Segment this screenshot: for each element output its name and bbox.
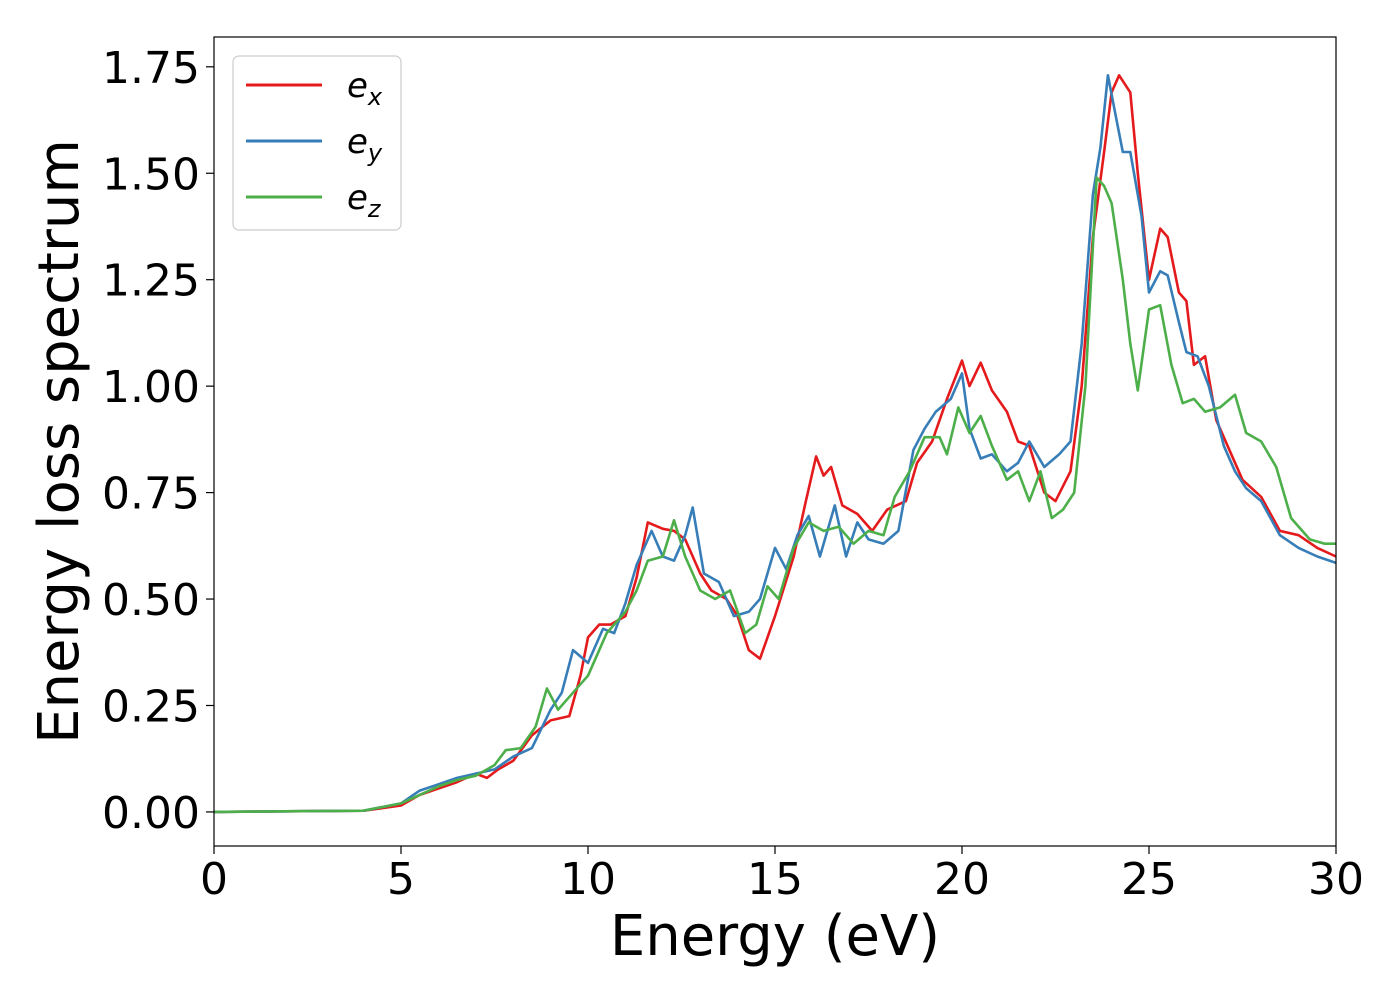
- x-axis-ticks: 0 5 10 15 20 25 30: [200, 846, 1364, 905]
- y-tick-label: 1.25: [102, 256, 200, 307]
- x-tick-label: 0: [200, 854, 228, 905]
- y-tick-label: 1.50: [102, 149, 200, 200]
- series-line-z: [213, 176, 1336, 814]
- legend-box: [232, 55, 402, 231]
- x-tick-label: 5: [387, 854, 415, 905]
- y-tick-label: 1.75: [102, 43, 200, 94]
- legend-label-z: ez: [347, 178, 382, 223]
- x-tick-label: 25: [1121, 854, 1177, 905]
- legend: ex ey ez: [232, 55, 402, 231]
- x-tick-label: 20: [934, 854, 990, 905]
- x-tick-label: 15: [747, 854, 803, 905]
- y-tick-label: 0.75: [102, 469, 200, 520]
- y-axis-ticks: 0.00 0.25 0.50 0.75 1.00 1.25 1.50 1.75: [102, 43, 214, 839]
- y-tick-label: 0.25: [102, 681, 200, 732]
- legend-label-y: ey: [347, 122, 383, 167]
- y-tick-label: 0.50: [102, 575, 200, 626]
- series-line-y: [213, 74, 1337, 814]
- y-axis-label: Energy loss spectrum: [27, 139, 92, 744]
- x-tick-label: 30: [1308, 854, 1364, 905]
- legend-label-x: ex: [347, 66, 383, 111]
- series-lines: [213, 74, 1337, 814]
- y-tick-label: 1.00: [102, 362, 200, 413]
- x-tick-label: 10: [560, 854, 616, 905]
- y-tick-label: 0.00: [102, 788, 200, 839]
- x-axis-label: Energy (eV): [610, 904, 940, 969]
